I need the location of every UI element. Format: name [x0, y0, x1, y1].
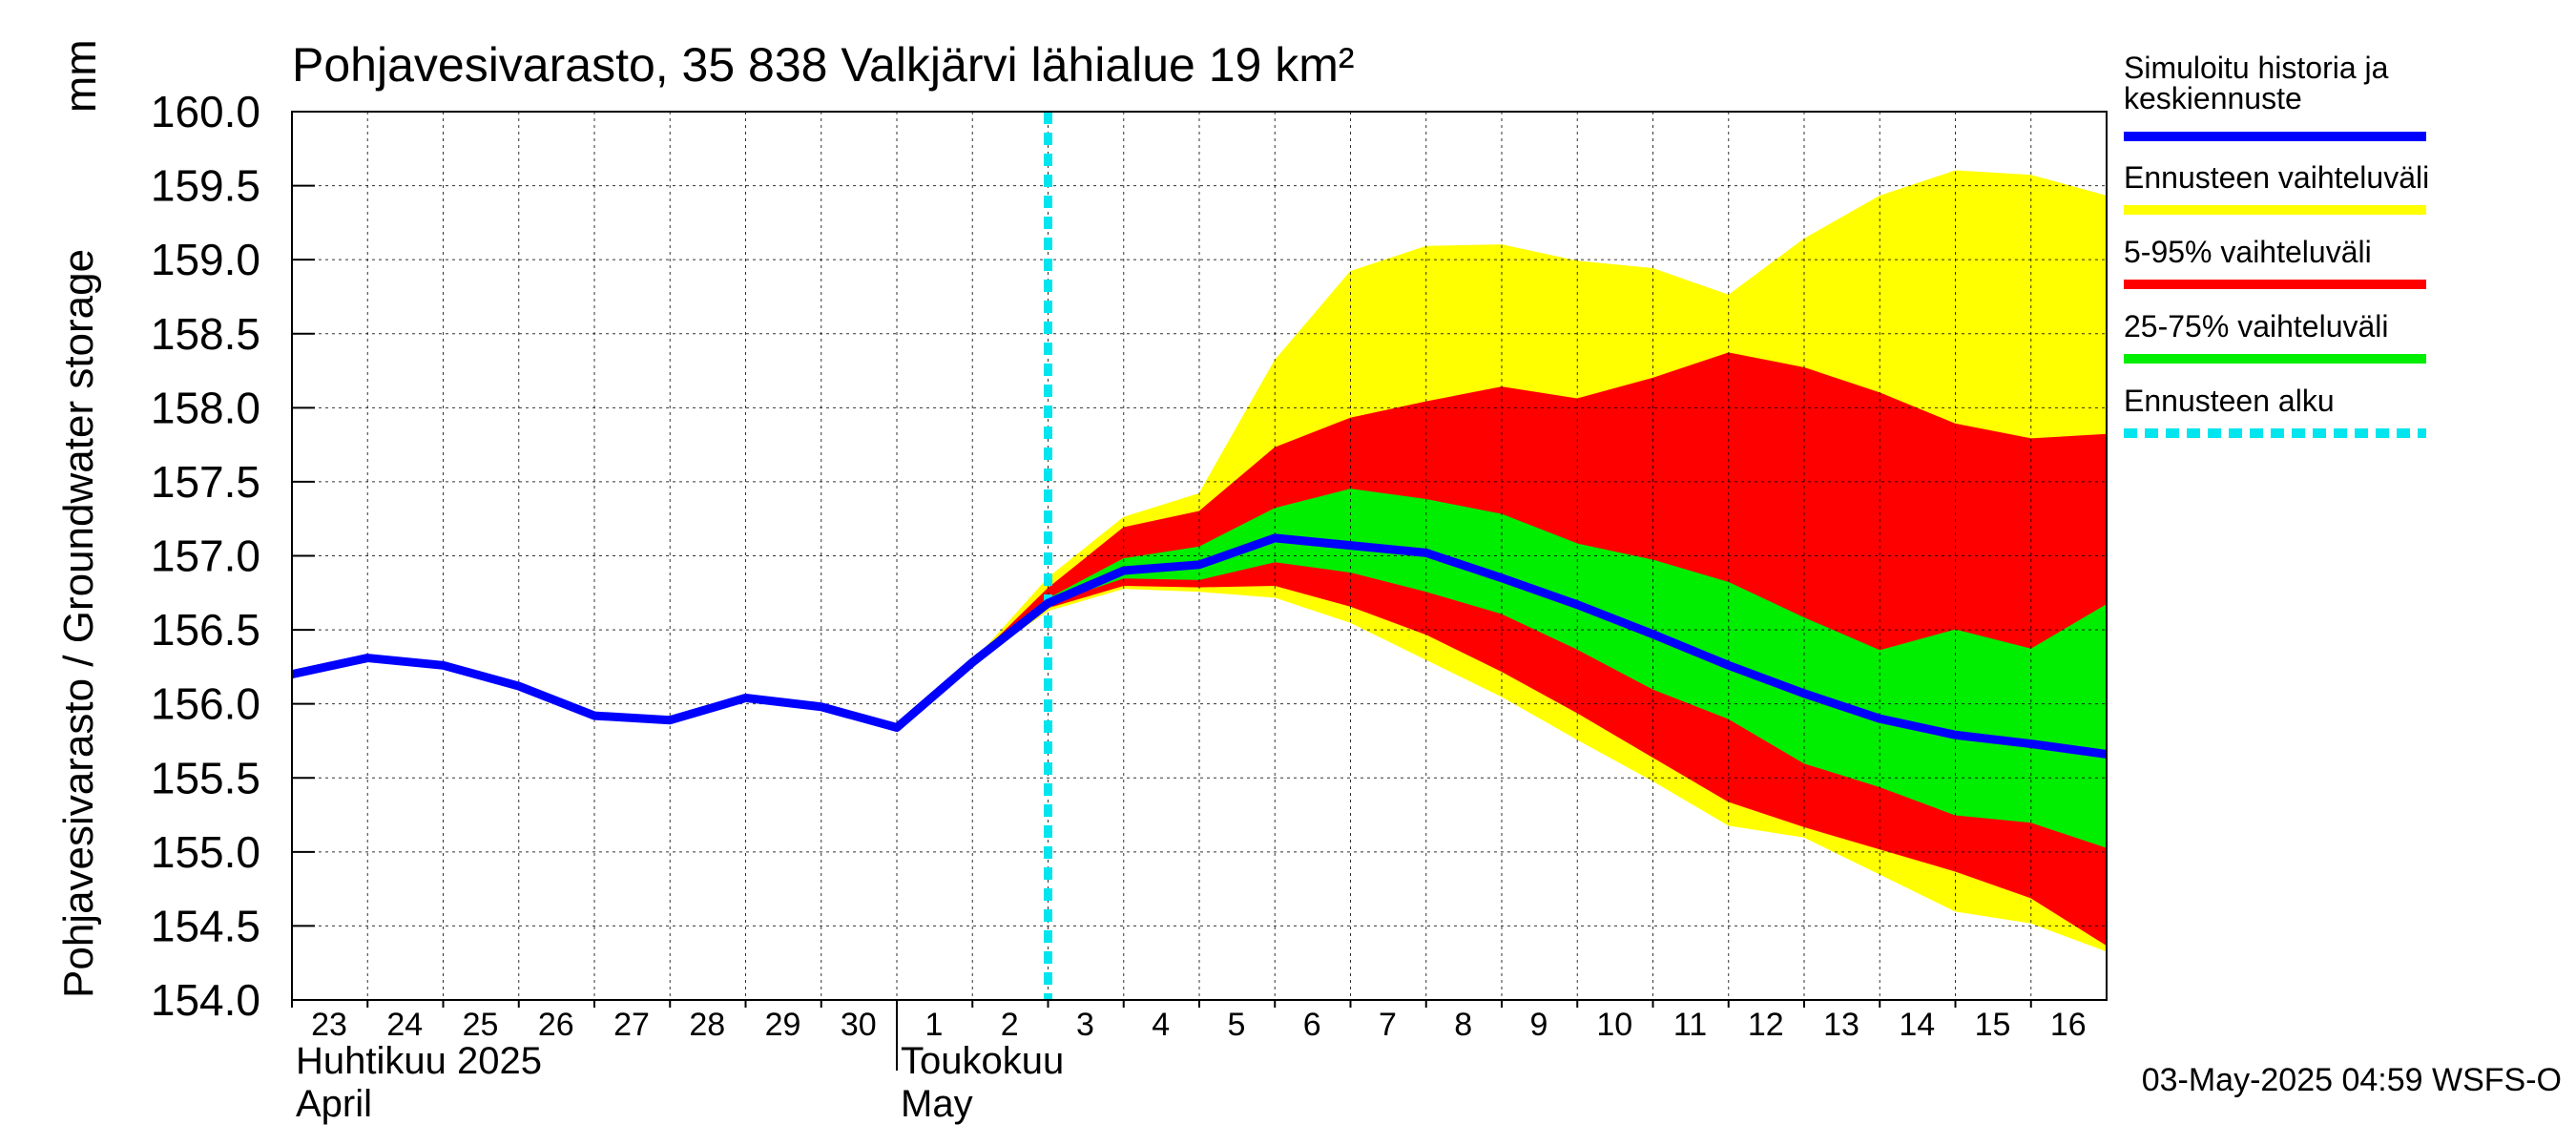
month-label-en: April [296, 1083, 372, 1125]
y-tick-label: 159.0 [151, 235, 260, 284]
x-tick-label: 7 [1379, 1007, 1397, 1043]
x-tick-label: 3 [1076, 1007, 1094, 1043]
y-tick-label: 158.0 [151, 383, 260, 432]
y-tick-label: 156.0 [151, 679, 260, 729]
month-label-fi: Toukokuu [901, 1040, 1064, 1082]
legend-item: Ennusteen vaihteluväli [2124, 160, 2429, 215]
x-tick-label: 12 [1748, 1007, 1784, 1043]
history-median-line [291, 533, 2108, 759]
x-tick-label: 4 [1152, 1007, 1170, 1043]
y-tick-label: 154.5 [151, 901, 260, 950]
legend-label: 5-95% vaihteluväli [2124, 235, 2372, 269]
x-tick-label: 24 [386, 1007, 423, 1043]
legend-item: 25-75% vaihteluväli [2124, 309, 2426, 364]
x-tick-label: 2 [1001, 1007, 1019, 1043]
y-tick-label: 155.0 [151, 827, 260, 877]
x-tick-label: 16 [2050, 1007, 2087, 1043]
y-tick-label: 158.5 [151, 309, 260, 359]
x-tick-label: 15 [1975, 1007, 2011, 1043]
y-tick-label: 157.5 [151, 457, 260, 507]
x-tick-label: 28 [689, 1007, 725, 1043]
x-tick-label: 11 [1673, 1007, 1707, 1043]
x-tick-label: 8 [1454, 1007, 1472, 1043]
x-tick-label: 23 [311, 1007, 347, 1043]
legend-label: keskiennuste [2124, 81, 2302, 115]
legend-label: Simuloitu historia ja [2124, 51, 2389, 85]
footer-timestamp: 03-May-2025 04:59 WSFS-O [2142, 1062, 2562, 1098]
x-tick-label: 1 [925, 1007, 944, 1043]
y-tick-label: 157.0 [151, 531, 260, 581]
x-tick-label: 27 [613, 1007, 650, 1043]
y-axis-unit: mm [55, 39, 105, 113]
x-tick-label: 6 [1303, 1007, 1321, 1043]
y-tick-label: 156.5 [151, 605, 260, 655]
month-label-fi: Huhtikuu 2025 [296, 1040, 542, 1082]
axes: 154.0 154.5 155.0 155.5 156.0 156.5 157.0 157.5… [151, 87, 2107, 1125]
x-tick-label: 14 [1899, 1007, 1935, 1043]
x-tick-label: 26 [538, 1007, 574, 1043]
x-tick-label: 5 [1228, 1007, 1246, 1043]
y-tick-label: 159.5 [151, 161, 260, 211]
series-lines [291, 112, 2108, 1000]
x-tick-label: 29 [765, 1007, 801, 1043]
legend-label: Ennusteen alku [2124, 384, 2335, 418]
legend-label: 25-75% vaihteluväli [2124, 309, 2389, 344]
y-tick-label: 160.0 [151, 87, 260, 136]
x-tick-label: 10 [1596, 1007, 1632, 1043]
legend-item: Ennusteen alku [2124, 384, 2426, 438]
y-axis-label: Pohjavesivarasto / Groundwater storage [55, 249, 102, 998]
x-tick-label: 9 [1530, 1007, 1548, 1043]
legend-item: 5-95% vaihteluväli [2124, 235, 2426, 289]
x-tick-label: 25 [463, 1007, 499, 1043]
month-label-en: May [901, 1083, 973, 1125]
legend-label: Ennusteen vaihteluväli [2124, 160, 2429, 195]
y-tick-label: 154.0 [151, 975, 260, 1025]
chart-title: Pohjavesivarasto, 35 838 Valkjärvi lähia… [292, 38, 1355, 92]
y-tick-label: 155.5 [151, 753, 260, 802]
x-tick-label: 30 [841, 1007, 877, 1043]
x-tick-label: 13 [1823, 1007, 1859, 1043]
